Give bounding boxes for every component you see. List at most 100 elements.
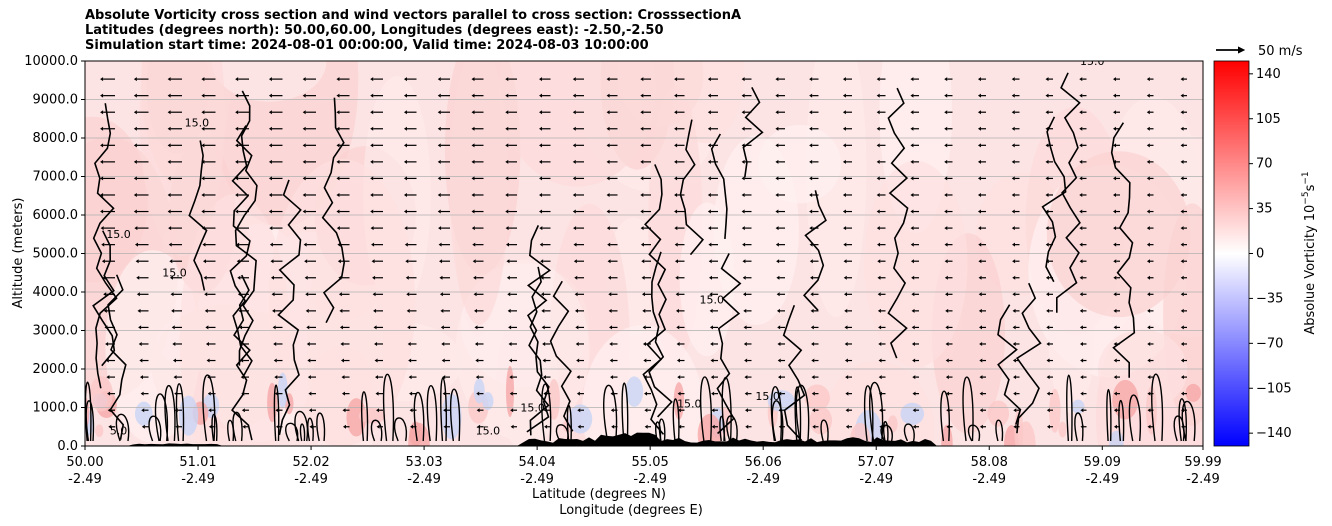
wind-arrow-head [438, 226, 442, 231]
wind-arrow-head [437, 143, 441, 148]
wind-arrow-head [302, 176, 306, 181]
wind-arrow-head [1080, 358, 1084, 363]
contour-line [880, 424, 893, 442]
contour-line [710, 133, 728, 240]
x-axis-label-lat: Latitude (degrees N) [532, 487, 666, 502]
wind-arrow-head [978, 259, 982, 264]
wind-arrow-head [640, 159, 644, 164]
wind-arrow-head [1045, 259, 1049, 264]
contour-line [426, 385, 438, 442]
contour-line [92, 103, 118, 389]
wind-arrow-head [1079, 209, 1083, 214]
wind-arrow-head [471, 159, 475, 164]
wind-arrow-head [777, 325, 781, 330]
chart-title: Absolute Vorticity cross section and win… [85, 8, 741, 53]
wind-arrow-head [1113, 209, 1117, 214]
contour-line [175, 383, 185, 442]
wind-arrow-head [167, 176, 171, 181]
wind-arrow-head [410, 424, 414, 429]
field-patch [900, 402, 925, 426]
wind-arrow-head [946, 424, 950, 429]
wind-arrow-head [339, 308, 343, 313]
wind-arrow-head [1180, 77, 1184, 82]
wind-arrow-head [1146, 143, 1150, 148]
wind-arrow-head [877, 292, 881, 297]
wind-arrow-head [442, 375, 446, 380]
wind-arrow-head [372, 275, 376, 280]
wind-arrow-head [707, 143, 711, 148]
wind-arrow-head [167, 192, 171, 197]
wind-arrow-head [107, 391, 111, 396]
wind-arrow-head [407, 325, 411, 330]
wind-arrow-head [843, 242, 847, 247]
wind-arrow-head [141, 408, 145, 413]
wind-arrow-head [205, 341, 209, 346]
wind-arrow-head [607, 242, 611, 247]
wind-arrow-head [640, 77, 644, 82]
wind-arrow-head [103, 292, 107, 297]
wind-arrow-head [302, 93, 306, 98]
contour-line [995, 419, 1004, 442]
wind-arrow-head [441, 358, 445, 363]
wind-arrow-head [1113, 226, 1117, 231]
wind-arrow-head [438, 242, 442, 247]
wind-arrow-head [168, 242, 172, 247]
wind-arrow-head [879, 408, 883, 413]
wind-arrow-head [878, 341, 882, 346]
wind-arrow-head [201, 126, 205, 131]
wind-arrow-head [100, 192, 104, 197]
wind-arrow-head [1113, 375, 1117, 380]
wind-arrow-head [911, 275, 915, 280]
field-patch [568, 404, 593, 434]
wind-arrow-head [1045, 110, 1049, 115]
y-tick-label: 2000.0 [33, 362, 79, 377]
wind-arrow-head [977, 176, 981, 181]
wind-arrow-head [979, 408, 983, 413]
wind-arrow-head [977, 93, 981, 98]
wind-arrow-head [437, 209, 441, 214]
wind-arrow-head [743, 341, 747, 346]
x-axis-label-lon: Longitude (degrees E) [559, 503, 703, 518]
wind-arrow-head [710, 358, 714, 363]
wind-arrow-head [878, 358, 882, 363]
wind-arrow-head [573, 226, 577, 231]
wind-arrow-head [408, 358, 412, 363]
colorbar-tick-label: −140 [1256, 426, 1292, 441]
wind-arrow-head [707, 176, 711, 181]
wind-arrow-head [674, 159, 678, 164]
wind-arrow-head [675, 275, 679, 280]
wind-arrow-head [944, 77, 948, 82]
wind-arrow-head [374, 341, 378, 346]
wind-arrow-head [944, 110, 948, 115]
wind-arrow-head [674, 77, 678, 82]
y-axis: 0.0 1000.0 2000.0 3000.0 4000.0 5000.0 6000.0 7… [24, 54, 85, 454]
wind-arrow-head [170, 292, 174, 297]
wind-arrow-head [745, 424, 749, 429]
wind-arrow-head [640, 209, 644, 214]
wind-arrow-head [273, 341, 277, 346]
wind-arrow-head [268, 176, 272, 181]
wind-arrow-head [878, 391, 882, 396]
wind-arrow-head [842, 110, 846, 115]
wind-arrow-head [775, 242, 779, 247]
contour-line [370, 419, 383, 442]
wind-arrow-head [508, 358, 512, 363]
wind-arrow-head [842, 209, 846, 214]
contour-line [164, 384, 176, 442]
wind-arrow-head [1080, 424, 1084, 429]
wind-arrow-head [370, 143, 374, 148]
wind-arrow-head [338, 275, 342, 280]
field-patch [1049, 388, 1061, 433]
contour-line [997, 304, 1022, 425]
wind-arrow-head [440, 325, 444, 330]
wind-arrow-head [1147, 275, 1151, 280]
wind-arrow-head [912, 391, 916, 396]
wind-arrow-head [945, 358, 949, 363]
wind-arrow-head [1079, 242, 1083, 247]
field-patch [1014, 409, 1024, 446]
wind-arrow-head [304, 259, 308, 264]
wind-arrow-head [910, 159, 914, 164]
wind-arrow-head [1147, 424, 1151, 429]
wind-arrow-head [340, 341, 344, 346]
